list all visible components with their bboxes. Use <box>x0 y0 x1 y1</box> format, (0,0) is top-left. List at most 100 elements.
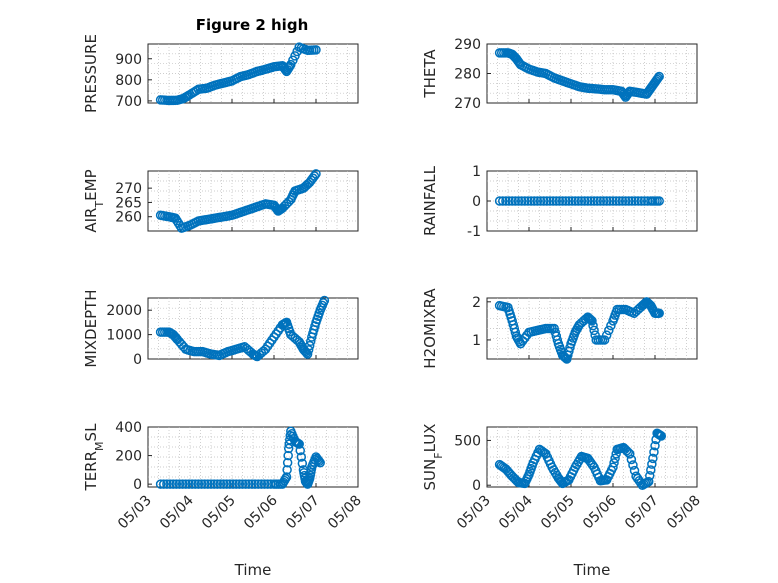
data-point <box>193 479 204 489</box>
y-axis-label: TERRMSL <box>82 423 106 492</box>
y-axis-label: THETA <box>421 49 439 99</box>
data-point <box>286 59 296 70</box>
data-point <box>648 453 658 464</box>
data-point <box>573 196 584 206</box>
data-point <box>599 335 610 345</box>
y-axis-label: PRESSURE <box>82 34 100 113</box>
data-point <box>605 196 615 206</box>
data-point <box>601 196 612 206</box>
subplot-terr_msl: 0 200 400 05/03 05/04 05/05 05/06 05/07 05/08 TER… <box>82 420 365 579</box>
data-point <box>303 345 314 355</box>
data-point <box>564 196 574 206</box>
y-axis-label: H2OMIXRA <box>421 288 439 369</box>
y-axis-label: SUNFLUX <box>421 424 445 491</box>
data-point <box>203 479 213 489</box>
data-point <box>319 295 330 306</box>
y-tick-label: 0 <box>472 194 481 210</box>
data-point <box>155 479 166 489</box>
data-point <box>654 308 664 318</box>
data-point <box>650 441 660 451</box>
y-tick-label: -1 <box>467 224 481 240</box>
data-point <box>510 327 521 338</box>
subplot-sun_flux: 0 500 05/03 05/04 05/05 05/06 05/07 05/08 SUNFLU… <box>421 424 704 579</box>
data-point <box>282 465 292 475</box>
data-point <box>609 458 619 468</box>
data-point <box>606 320 616 331</box>
data-point <box>611 196 621 206</box>
data-point <box>181 479 191 489</box>
data-point <box>561 196 571 206</box>
data-point <box>576 196 587 206</box>
data-point <box>554 196 565 206</box>
data-point <box>636 196 647 206</box>
y-tick-label: 265 <box>115 195 142 211</box>
data-point <box>253 479 263 489</box>
x-tick-label: 05/08 <box>664 493 704 533</box>
data-point <box>174 479 185 489</box>
data-point <box>296 452 307 462</box>
y-tick-label: 260 <box>115 210 142 226</box>
data-point <box>620 196 631 206</box>
data-point <box>282 457 293 468</box>
data-point <box>516 196 527 206</box>
data-point <box>649 447 659 457</box>
data-point <box>290 51 300 61</box>
y-tick-label: 700 <box>115 94 142 110</box>
data-point <box>630 196 640 206</box>
data-point <box>231 479 241 489</box>
data-point <box>538 196 549 206</box>
data-point <box>184 479 194 489</box>
data-point <box>595 196 606 206</box>
data-point <box>520 196 530 206</box>
data-point <box>309 171 320 181</box>
x-tick-label: 05/03 <box>454 493 494 533</box>
data-point <box>215 479 226 489</box>
y-tick-label: 0 <box>133 352 142 368</box>
x-tick-label: 05/03 <box>115 493 155 533</box>
x-tick-label: 05/05 <box>199 493 239 533</box>
data-point <box>302 349 313 359</box>
data-point <box>626 454 637 465</box>
data-point <box>608 462 618 473</box>
data-point <box>234 479 245 489</box>
data-point <box>190 479 200 489</box>
data-point <box>507 196 517 206</box>
data-point <box>247 479 257 489</box>
data-point <box>191 85 202 96</box>
y-tick-label: 1 <box>472 333 481 349</box>
y-tick-label: 0 <box>133 477 142 493</box>
y-tick-label: 2000 <box>106 303 142 319</box>
data-point <box>510 196 521 206</box>
data-point <box>645 471 655 481</box>
data-point <box>526 196 536 206</box>
subplot-mixdepth: 0 1000 2000 MIXDEPTH <box>82 289 359 368</box>
data-point <box>608 196 618 206</box>
data-point <box>501 196 511 206</box>
data-point <box>610 453 620 464</box>
x-tick-label: 05/07 <box>622 493 662 533</box>
data-point <box>643 476 654 487</box>
data-point <box>598 196 609 206</box>
y-tick-label: 500 <box>454 433 481 449</box>
data-point <box>654 71 664 82</box>
y-tick-label: 0 <box>472 478 481 494</box>
data-point <box>545 196 555 206</box>
y-tick-label: 1 <box>472 164 481 180</box>
data-point <box>570 196 580 206</box>
y-tick-label: 1000 <box>106 328 142 344</box>
data-point <box>295 445 305 456</box>
data-point <box>656 431 667 441</box>
x-tick-label: 05/07 <box>283 493 323 533</box>
data-point <box>601 330 612 340</box>
x-tick-label: 05/06 <box>241 492 281 532</box>
subplot-h2omixra: 1 2 H2OMIXRA <box>421 288 698 369</box>
data-point <box>288 55 298 66</box>
data-point <box>162 479 172 489</box>
data-point <box>589 196 599 206</box>
data-point <box>225 479 235 489</box>
data-point <box>314 456 324 467</box>
data-point <box>209 479 219 489</box>
data-point <box>283 450 293 461</box>
y-tick-label: 290 <box>454 37 481 53</box>
